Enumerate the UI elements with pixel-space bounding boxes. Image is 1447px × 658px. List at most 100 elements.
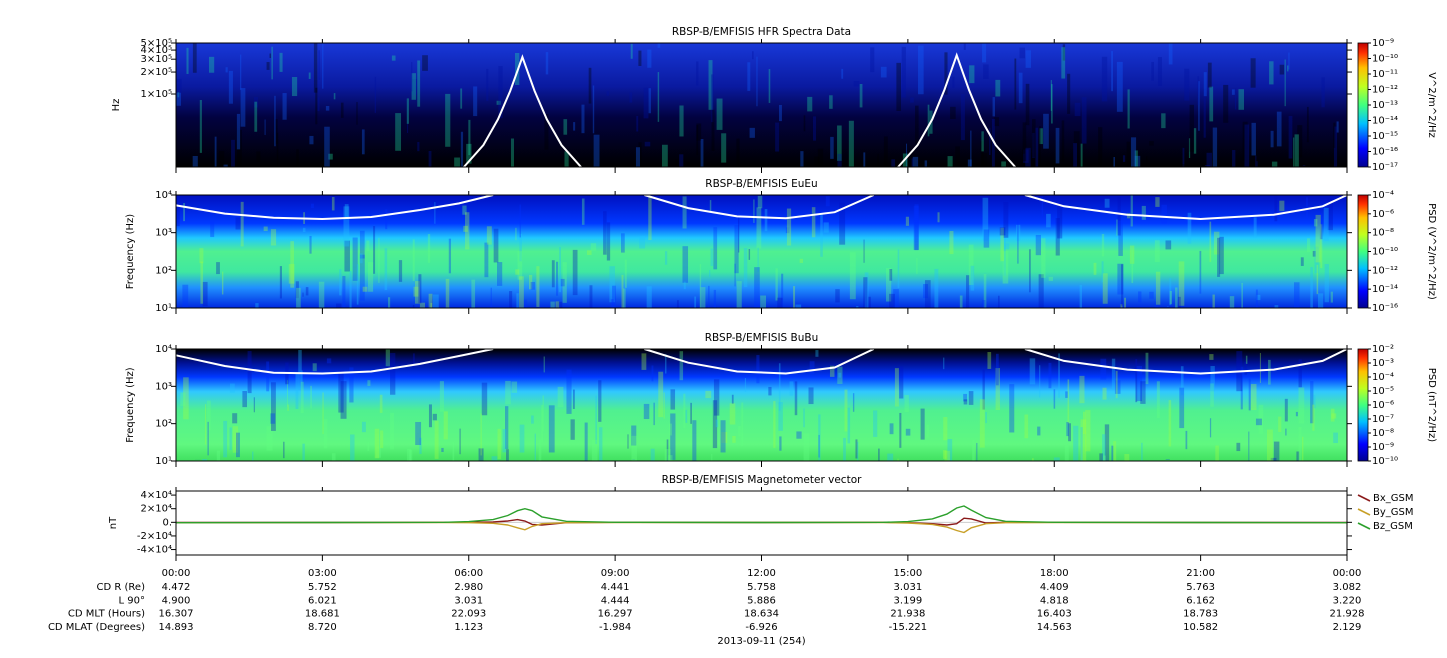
texture-streak: [1316, 264, 1319, 295]
texture-streak: [949, 231, 954, 255]
texture-streak: [531, 415, 534, 424]
texture-streak: [1210, 383, 1214, 407]
texture-streak: [373, 226, 376, 274]
texture-streak: [374, 428, 380, 459]
texture-streak: [509, 291, 513, 308]
texture-streak: [1118, 220, 1123, 256]
texture-streak: [1039, 128, 1043, 145]
texture-streak: [1131, 249, 1134, 284]
texture-streak: [775, 122, 780, 152]
texture-streak: [756, 56, 758, 107]
colorbar-tick-label: 10⁻¹⁵: [1372, 131, 1398, 142]
y-tick-label: 1×10⁵: [141, 89, 172, 100]
texture-streak: [1293, 282, 1300, 308]
x-tick-label: 12:00: [747, 568, 776, 579]
ephemeris-label: L 90°: [119, 595, 145, 606]
texture-streak: [1025, 83, 1030, 126]
texture-streak: [924, 160, 928, 167]
ephemeris-value: 8.720: [308, 622, 337, 633]
texture-streak: [279, 52, 283, 72]
texture-streak: [1116, 219, 1118, 236]
colorbar-label: PSD (V^2/m^2/Hz): [1426, 203, 1437, 300]
texture-streak: [318, 50, 320, 80]
texture-streak: [676, 300, 679, 308]
colorbar-tick-label: 10⁻¹²: [1372, 85, 1398, 96]
texture-streak: [566, 369, 572, 414]
texture-streak: [713, 227, 718, 270]
texture-streak: [1062, 44, 1066, 61]
texture-streak: [543, 356, 545, 373]
texture-streak: [809, 361, 815, 375]
texture-streak: [1081, 97, 1087, 144]
y-tick-label: 3×10⁵: [141, 54, 172, 65]
texture-streak: [1017, 218, 1019, 264]
texture-streak: [923, 284, 928, 299]
texture-streak: [581, 104, 585, 134]
texture-streak: [1331, 413, 1337, 419]
texture-streak: [1048, 276, 1054, 281]
texture-streak: [1284, 398, 1288, 422]
texture-streak: [756, 207, 762, 249]
texture-streak: [427, 234, 431, 263]
ephemeris-value: 16.307: [159, 609, 194, 620]
texture-streak: [484, 242, 489, 278]
texture-streak: [912, 156, 919, 167]
texture-streak: [1154, 240, 1160, 263]
texture-streak: [1025, 50, 1031, 68]
texture-streak: [1255, 418, 1262, 426]
x-tick-label: 00:00: [1333, 568, 1362, 579]
texture-streak: [572, 249, 578, 296]
texture-streak: [1079, 375, 1085, 404]
texture-streak: [1245, 355, 1248, 364]
texture-streak: [995, 353, 999, 386]
ephemeris-value: -1.984: [599, 622, 631, 633]
texture-streak: [342, 275, 346, 308]
texture-streak: [899, 366, 904, 399]
texture-streak: [1199, 250, 1202, 294]
y-tick-label: 10⁴: [155, 190, 172, 201]
texture-streak: [559, 247, 562, 293]
texture-streak: [835, 289, 840, 303]
texture-streak: [419, 302, 426, 308]
texture-streak: [1330, 408, 1335, 422]
texture-streak: [1279, 200, 1285, 212]
texture-streak: [432, 413, 437, 421]
ephemeris-value: 21.938: [890, 609, 925, 620]
texture-streak: [1014, 58, 1017, 110]
texture-streak: [1102, 273, 1108, 304]
texture-streak: [1124, 454, 1130, 461]
texture-streak: [301, 370, 303, 389]
texture-streak: [1122, 155, 1126, 162]
colorbar-tick-label: 10⁻¹⁴: [1372, 116, 1398, 127]
texture-streak: [1080, 427, 1083, 461]
texture-streak: [666, 439, 669, 461]
texture-streak: [1333, 432, 1338, 444]
texture-streak: [1197, 76, 1199, 106]
texture-streak: [1080, 419, 1087, 461]
texture-streak: [551, 260, 555, 288]
texture-streak: [823, 165, 828, 166]
texture-streak: [1223, 84, 1229, 123]
texture-streak: [1157, 57, 1163, 86]
texture-streak: [779, 436, 782, 451]
texture-streak: [1306, 106, 1309, 143]
texture-streak: [291, 76, 298, 97]
texture-streak: [324, 305, 326, 308]
texture-streak: [981, 131, 984, 152]
texture-streak: [177, 92, 180, 98]
texture-streak: [240, 54, 242, 90]
texture-streak: [589, 285, 593, 308]
texture-streak: [878, 448, 880, 461]
texture-streak: [889, 269, 893, 281]
texture-streak: [970, 130, 972, 167]
texture-streak: [443, 411, 448, 440]
x-tick-label: 09:00: [601, 568, 630, 579]
texture-streak: [1048, 362, 1052, 389]
texture-streak: [374, 76, 377, 113]
texture-streak: [979, 399, 985, 448]
y-tick-label: 4×10⁵: [141, 45, 172, 56]
texture-streak: [914, 204, 919, 251]
spectrogram: [176, 349, 1347, 461]
texture-streak: [544, 114, 549, 150]
texture-streak: [276, 132, 279, 167]
